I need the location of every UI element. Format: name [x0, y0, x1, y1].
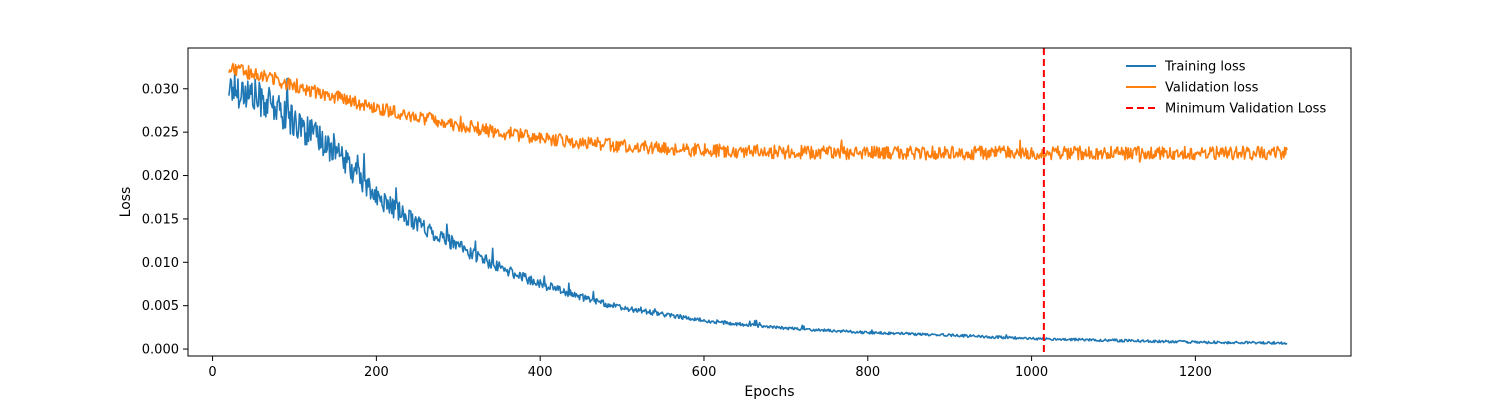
y-tick-label: 0.020 [142, 169, 179, 184]
training-loss-line [228, 73, 1288, 345]
validation-loss-line [228, 62, 1288, 163]
y-tick-label: 0.030 [142, 82, 179, 97]
y-tick-label: 0.005 [142, 299, 179, 314]
legend-label: Training loss [1164, 60, 1246, 75]
x-tick-label: 800 [855, 365, 880, 380]
legend: Training loss Validation loss Minimum Vali… [1126, 60, 1326, 117]
y-tick-label: 0.010 [142, 256, 179, 271]
x-tick-label: 1200 [1179, 365, 1212, 380]
y-tick-label: 0.015 [142, 212, 179, 227]
x-ticks: 0 200 400 600 800 1000 1200 [208, 356, 1212, 380]
x-tick-label: 1000 [1015, 365, 1048, 380]
x-tick-label: 600 [692, 365, 717, 380]
y-axis-label: Loss [118, 187, 134, 218]
y-ticks: 0.000 0.005 0.010 0.015 0.020 0.025 0.030 [142, 82, 188, 358]
y-tick-label: 0.025 [142, 126, 179, 141]
x-tick-label: 0 [208, 365, 216, 380]
x-tick-label: 200 [364, 365, 389, 380]
plot-frame [187, 47, 1352, 357]
x-tick-label: 400 [528, 365, 553, 380]
legend-label: Minimum Validation Loss [1165, 102, 1326, 117]
y-tick-label: 0.000 [142, 343, 179, 358]
legend-label: Validation loss [1165, 81, 1259, 96]
series-layer [228, 48, 1288, 356]
x-axis-label: Epochs [744, 384, 794, 400]
